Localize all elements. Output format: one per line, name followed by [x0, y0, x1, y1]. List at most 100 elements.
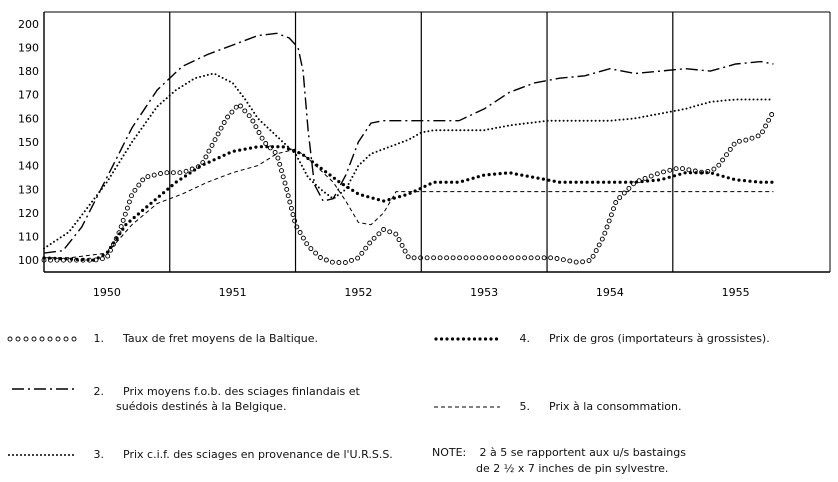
- series-marker: [56, 238, 59, 241]
- series-marker: [93, 197, 96, 200]
- series-marker: [531, 175, 535, 179]
- series-marker: [617, 195, 623, 201]
- series-marker: [98, 191, 101, 194]
- series-marker: [327, 194, 330, 196]
- series-marker: [760, 98, 763, 101]
- series-marker: [604, 224, 610, 230]
- series-marker: [135, 134, 138, 137]
- series-marker: [244, 98, 247, 101]
- series-marker: [341, 183, 345, 187]
- series-marker: [294, 224, 300, 230]
- series-marker: [594, 119, 597, 122]
- series-marker: [232, 149, 236, 153]
- series-marker: [149, 201, 153, 205]
- series-marker: [697, 104, 700, 107]
- note-line-2: de 2 ½ x 7 inches de pin sylvestre.: [476, 462, 669, 475]
- swatch-marker: [28, 454, 30, 456]
- series-marker: [728, 99, 731, 101]
- y-tick-label: 180: [18, 65, 39, 78]
- series-marker: [569, 180, 573, 184]
- series-marker: [43, 247, 45, 250]
- series-marker: [284, 142, 286, 145]
- series-marker: [174, 180, 178, 184]
- series-s5: [44, 148, 774, 259]
- series-marker: [463, 255, 469, 261]
- series-marker: [179, 177, 183, 181]
- series-marker: [427, 130, 430, 133]
- legend-swatch-dashed: [434, 406, 500, 408]
- note-line-1: 2 à 5 se rapportent aux u/s bastaings: [479, 446, 686, 459]
- series-marker: [437, 255, 443, 261]
- series-marker: [451, 129, 454, 132]
- series-marker: [487, 173, 491, 177]
- series-marker: [509, 171, 513, 175]
- series-marker: [105, 181, 108, 184]
- series-marker: [256, 130, 262, 135]
- series-marker: [287, 199, 293, 205]
- series-marker: [428, 182, 432, 186]
- series-marker: [225, 114, 231, 120]
- series-marker: [349, 179, 352, 182]
- series-marker: [234, 85, 237, 88]
- series-marker: [96, 256, 100, 260]
- series-marker: [536, 176, 540, 180]
- series-marker: [114, 168, 117, 170]
- series-marker: [596, 180, 600, 184]
- legend-item-1: 1. Taux de fret moyens de la Baltique.: [6, 332, 318, 345]
- series-marker: [514, 123, 517, 126]
- series-marker: [463, 129, 466, 132]
- series-marker: [259, 135, 265, 141]
- swatch-marker: [39, 336, 45, 342]
- legend-text-1: Taux de fret moyens de la Baltique.: [123, 332, 318, 345]
- series-marker: [518, 123, 521, 126]
- series-marker: [534, 121, 537, 124]
- series-marker: [328, 173, 332, 177]
- series-marker: [351, 188, 355, 192]
- series-marker: [624, 180, 628, 184]
- series-marker: [147, 118, 150, 120]
- series-marker: [362, 159, 365, 162]
- swatch-marker: [60, 454, 62, 456]
- series-marker: [246, 113, 252, 119]
- swatch-marker: [434, 337, 438, 341]
- series-marker: [766, 117, 772, 123]
- x-tick-label: 1952: [344, 286, 372, 299]
- series-marker: [396, 237, 402, 243]
- series-marker: [170, 184, 174, 188]
- series-marker: [705, 171, 709, 175]
- series-marker: [614, 119, 617, 122]
- series-marker: [217, 156, 221, 160]
- series-marker: [253, 124, 259, 130]
- x-tick-label: 1954: [596, 286, 624, 299]
- series-marker: [248, 146, 253, 150]
- series-marker: [607, 180, 611, 184]
- series-marker: [272, 131, 275, 134]
- series-marker: [209, 142, 215, 148]
- series-marker: [306, 175, 309, 178]
- series-marker: [673, 109, 676, 112]
- legend-swatch-dots: [8, 454, 74, 456]
- series-marker: [174, 89, 177, 92]
- series-marker: [736, 138, 742, 144]
- series-marker: [669, 110, 672, 113]
- series-marker: [337, 180, 341, 184]
- series-marker: [310, 160, 314, 164]
- series-marker: [491, 127, 494, 130]
- series-marker: [694, 171, 698, 175]
- series-marker: [646, 115, 649, 118]
- series-marker: [450, 255, 456, 261]
- series-marker: [357, 165, 359, 168]
- series-marker: [573, 259, 579, 265]
- legend-number-2: 2.: [93, 385, 105, 398]
- series-marker: [154, 108, 157, 111]
- series-marker: [278, 137, 281, 140]
- series-marker: [63, 234, 66, 237]
- series-marker: [387, 198, 391, 202]
- series-marker: [329, 259, 335, 265]
- x-tick-label: 1950: [93, 286, 121, 299]
- series-marker: [99, 256, 105, 262]
- series-marker: [654, 113, 657, 116]
- series-marker: [419, 131, 422, 134]
- series-marker: [393, 231, 399, 237]
- series-marker: [206, 148, 212, 154]
